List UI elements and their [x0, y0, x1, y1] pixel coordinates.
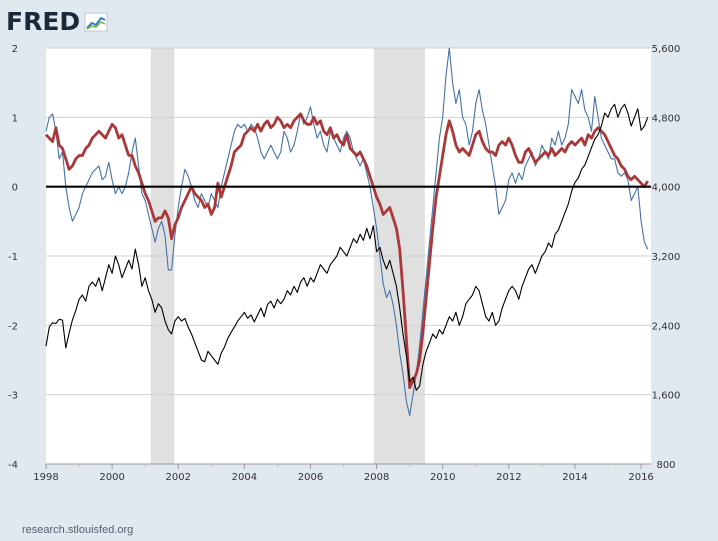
series-line-3	[45, 103, 649, 391]
logo-text: FRED	[6, 6, 81, 36]
fred-logo[interactable]: FRED	[6, 4, 108, 38]
series-line-1	[45, 47, 649, 417]
y-left-tick: 1	[12, 113, 18, 124]
y-right-tick: 1,600	[652, 391, 681, 402]
source-link[interactable]: research.stlouisfed.org	[22, 524, 134, 536]
x-tick: 2000	[99, 472, 124, 483]
y-left-tick: -2	[8, 321, 18, 332]
x-tick: 2014	[562, 472, 587, 483]
x-tick: 2002	[166, 472, 191, 483]
y-right-tick: 4,800	[652, 113, 681, 124]
y-left-tick: -3	[8, 391, 18, 402]
series-line-2	[44, 112, 649, 390]
y-left-tick: -4	[8, 460, 18, 471]
x-tick: 2006	[298, 472, 323, 483]
y-left-tick: -1	[8, 252, 18, 263]
y-left-tick: 0	[12, 183, 18, 194]
x-tick: 2004	[232, 472, 257, 483]
y-right-tick: 3,200	[652, 252, 681, 263]
chart-logo-icon	[84, 12, 108, 32]
x-tick: 2012	[496, 472, 521, 483]
x-tick: 2016	[628, 472, 653, 483]
y-right-tick: 4,000	[652, 183, 681, 194]
y-right-tick: 5,600	[652, 44, 681, 55]
y-right-tick: 800	[656, 460, 675, 471]
y-right-tick: 2,400	[652, 321, 681, 332]
x-tick: 2008	[364, 472, 389, 483]
y-left-tick: 2	[12, 44, 18, 55]
x-tick: 1998	[33, 472, 58, 483]
x-tick: 2010	[430, 472, 455, 483]
